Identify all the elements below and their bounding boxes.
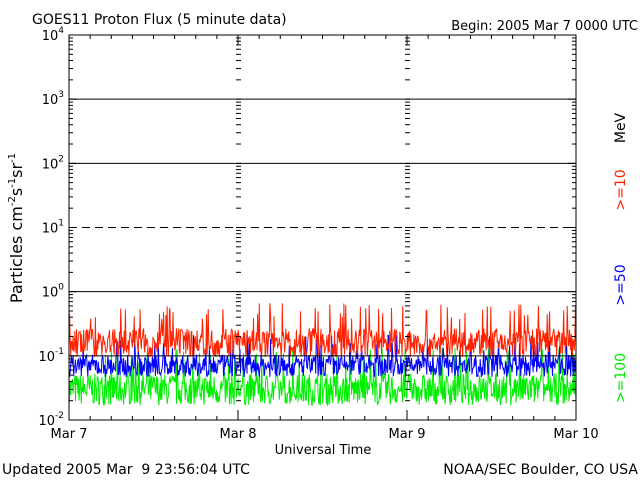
x-tick-label-3: Mar 10 [553,427,598,442]
legend-entry-2: >=100 [613,353,629,403]
y-tick-label-6: 10-2 [38,411,64,429]
credit-label: NOAA/SEC Boulder, CO USA [443,462,638,478]
series-line-0 [68,303,577,359]
grid-layer [69,98,576,357]
x-axis-label: Universal Time [275,443,372,458]
x-axis: Mar 7 Mar 8 Mar 9 Mar 10 [51,35,599,442]
x-tick-label-2: Mar 9 [389,427,426,442]
series-line-2 [68,347,577,407]
x-tick-label-0: Mar 7 [51,427,88,442]
series-line-1 [68,334,577,378]
y-tick-label-0: 104 [42,26,65,44]
legend: MeV >=10 >=50 >=100 [613,112,629,403]
updated-timestamp: Updated 2005 Mar 9 23:56:04 UTC [2,462,250,478]
y-axis-label: Particles cm-2s-1sr-1 [7,153,26,303]
y-tick-label-5: 10-1 [38,347,64,365]
legend-unit: MeV [613,112,629,143]
y-tick-label-1: 103 [42,90,64,108]
begin-time-label: Begin: 2005 Mar 7 0000 UTC [451,19,638,34]
legend-entry-1: >=50 [613,264,629,305]
legend-entry-0: >=10 [613,169,629,210]
y-tick-label-3: 101 [42,219,64,237]
y-tick-label-2: 102 [42,154,64,172]
y-axis: 104 103 102 101 100 10-1 10-2 [38,26,576,429]
x-tick-label-1: Mar 8 [220,427,257,442]
series-layer [68,303,577,407]
y-tick-label-4: 100 [42,283,65,301]
chart-title: GOES11 Proton Flux (5 minute data) [32,12,287,28]
